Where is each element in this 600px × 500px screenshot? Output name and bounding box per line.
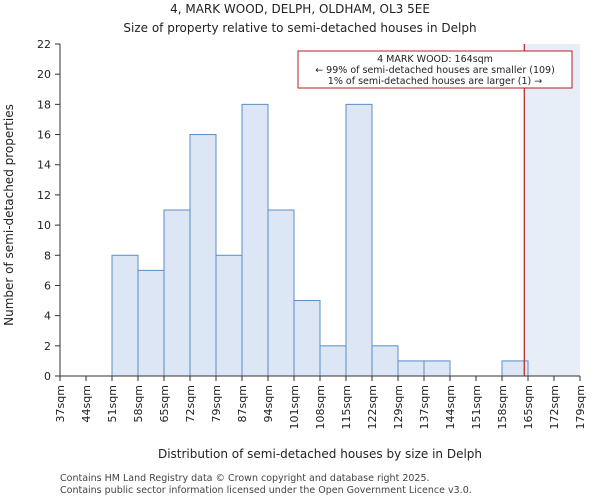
bar-108sqm xyxy=(319,345,347,377)
x-tick-label: 122sqm xyxy=(366,385,379,429)
y-tick-label: 4 xyxy=(44,310,51,323)
x-axis-label: Distribution of semi-detached houses by … xyxy=(158,447,482,461)
x-tick-label: 144sqm xyxy=(444,385,457,429)
bars-layer xyxy=(111,103,529,377)
y-tick-label: 18 xyxy=(37,98,51,111)
y-tick-label: 6 xyxy=(44,279,51,292)
chart-subtitle: Size of property relative to semi-detach… xyxy=(123,21,476,35)
y-ticks-layer: 0 2 4 6 8 10 12 14 16 18 20 22 xyxy=(37,38,60,383)
bar-137sqm xyxy=(423,360,451,377)
x-tick-label: 94sqm xyxy=(262,385,275,422)
y-axis-label: Number of semi-detached properties xyxy=(2,104,16,326)
bar-51sqm xyxy=(111,254,139,377)
bar-129sqm xyxy=(397,360,425,377)
x-tick-label: 129sqm xyxy=(392,385,405,429)
y-tick-label: 10 xyxy=(37,219,51,232)
x-tick-label: 51sqm xyxy=(106,385,119,422)
footer-line-2: Contains public sector information licen… xyxy=(60,485,472,496)
x-tick-label: 79sqm xyxy=(210,385,223,422)
bar-115sqm xyxy=(345,103,373,377)
bar-122sqm xyxy=(371,345,399,377)
x-tick-label: 137sqm xyxy=(418,385,431,429)
x-tick-label: 165sqm xyxy=(522,385,535,429)
bar-65sqm xyxy=(163,209,191,377)
highlight-region-layer xyxy=(524,44,580,376)
larger-region xyxy=(524,44,580,376)
x-tick-label: 87sqm xyxy=(236,385,249,422)
x-tick-label: 179sqm xyxy=(574,385,587,429)
x-tick-label: 172sqm xyxy=(548,385,561,429)
x-tick-label: 65sqm xyxy=(158,385,171,422)
y-tick-label: 22 xyxy=(37,38,51,51)
annotation-box: 4 MARK WOOD: 164sqm ← 99% of semi-detach… xyxy=(297,50,573,89)
bar-87sqm xyxy=(241,103,269,377)
bar-58sqm xyxy=(137,269,165,377)
y-tick-label: 2 xyxy=(44,340,51,353)
chart-title: 4, MARK WOOD, DELPH, OLDHAM, OL3 5EE xyxy=(170,2,430,16)
annotation-line-3: 1% of semi-detached houses are larger (1… xyxy=(328,76,542,87)
x-tick-label: 58sqm xyxy=(132,385,145,422)
bar-79sqm xyxy=(215,254,243,377)
annotation-frame xyxy=(297,50,573,89)
y-tick-label: 8 xyxy=(44,249,51,262)
annotation-line-2: ← 99% of semi-detached houses are smalle… xyxy=(315,65,555,76)
x-tick-label: 108sqm xyxy=(314,385,327,429)
annotation-line-1: 4 MARK WOOD: 164sqm xyxy=(377,54,493,65)
bar-101sqm xyxy=(293,300,321,377)
y-tick-label: 0 xyxy=(44,370,51,383)
x-tick-label: 115sqm xyxy=(340,385,353,429)
y-tick-label: 20 xyxy=(37,68,51,81)
x-ticks-layer: 37sqm 44sqm 51sqm 58sqm 65sqm 72sqm 79sqm 87sqm… xyxy=(54,376,587,429)
y-tick-label: 12 xyxy=(37,189,51,202)
y-tick-label: 14 xyxy=(37,159,51,172)
bar-72sqm xyxy=(189,134,217,377)
x-tick-label: 151sqm xyxy=(470,385,483,429)
x-tick-label: 44sqm xyxy=(80,385,93,422)
x-tick-label: 72sqm xyxy=(184,385,197,422)
footer-line-1: Contains HM Land Registry data © Crown c… xyxy=(60,473,430,484)
x-tick-label: 101sqm xyxy=(288,385,301,429)
x-tick-label: 158sqm xyxy=(496,385,509,429)
x-tick-label: 37sqm xyxy=(54,385,67,422)
bar-94sqm xyxy=(267,209,295,377)
y-tick-label: 16 xyxy=(37,129,51,142)
